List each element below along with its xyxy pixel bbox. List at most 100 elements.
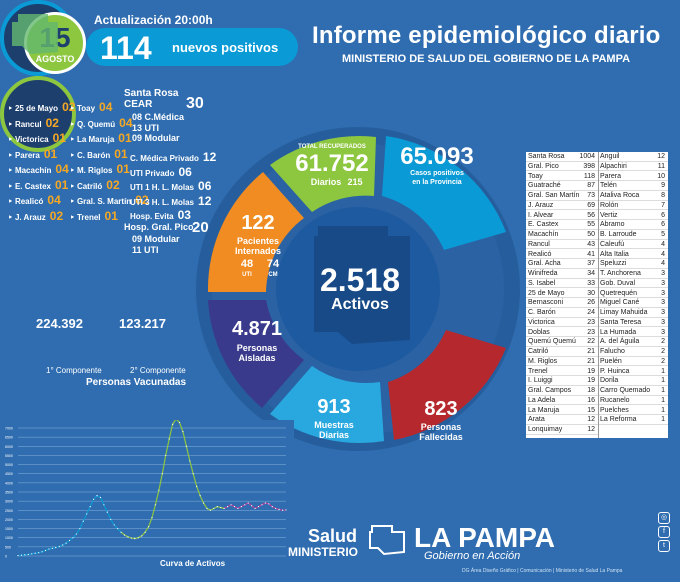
data-point [244,504,246,506]
table-row: Toay 118 [526,172,598,182]
interned-town-item: ‣ M. Riglos 01 [70,162,130,176]
twitter-icon[interactable]: t [658,540,670,552]
table-value: 26 [587,299,595,307]
town-name: ‣ Catriló [70,181,103,191]
deaths-count: 823 [424,398,458,420]
table-row: Victorica 23 [526,318,598,328]
table-row: Vertiz 6 [598,211,668,221]
cases-by-town-table: Santa Rosa 1004 Gral. Pico 398 Toay 118 Guatra… [526,152,668,438]
town-value: 02 [62,100,76,114]
data-point [161,473,163,475]
data-point [72,537,74,539]
data-point [261,504,263,506]
table-value: 3 [661,318,665,326]
data-point [213,507,215,510]
table-row: Dorila 1 [598,376,668,386]
table-value: 5 [661,231,665,238]
isolated-label-2: Aisladas [238,353,276,363]
y-tick-label: 0 [5,555,7,559]
table-town: Bernasconi [528,299,564,307]
table-town: J. Arauz [528,201,554,209]
positives-label-1: Casos positivos [410,170,464,177]
table-town: Speluzzi [600,260,627,268]
table-town: Gob. Duval [600,279,636,287]
table-town: Realicó [528,250,552,258]
data-point [206,507,208,510]
table-value: 1 [661,416,665,424]
samples-label-1: Muestras [314,420,354,430]
interned-town-item: ‣ Rancul 02 [8,116,59,130]
table-town: Quetrequén [600,289,637,297]
data-point [168,438,170,440]
new-positives-label: nuevos positivos [172,40,279,55]
table-value: 10 [657,172,665,180]
data-point [123,534,126,536]
facebook-icon[interactable]: f [658,526,670,538]
interned-town-item: ‣ Victorica 01 [8,131,66,145]
table-town: C. Barón [528,309,556,316]
active-label: Activos [331,296,389,313]
hospital-row: UTI Privado 06 [130,165,192,179]
hospital-cear-total: 30 [186,95,204,112]
table-town: Rancul [528,240,550,248]
interned-town-item: ‣ E. Castex 01 [8,178,68,192]
table-value: 2 [661,348,665,355]
data-point [41,551,43,553]
data-point [96,495,98,497]
hospital-cear: CEAR [124,99,153,110]
interned-town-item: ‣ Macachín 04 [8,162,69,176]
hospital-value: 06 [178,164,192,179]
recovered-daily-count: 215 [347,177,363,187]
table-row: Ataliva Roca 8 [598,191,668,201]
table-value: 1 [661,396,665,404]
table-row: Rucanelo 1 [598,396,668,406]
data-point [209,509,212,511]
la-pampa-map-icon [12,14,58,54]
table-town: Caleufú [600,240,625,248]
instagram-icon[interactable]: ◎ [658,512,670,524]
table-row: Puelén 2 [598,357,668,367]
town-value: 01 [43,146,58,161]
data-point [113,524,115,526]
table-row: Guatraché 87 [526,181,598,191]
data-point [223,507,225,510]
active-curve-chart: 7000650060005500500045004000350030002500… [4,420,294,570]
table-row: Arata 12 [526,415,598,425]
data-point [117,527,119,530]
town-value: 02 [49,208,64,223]
table-value: 69 [587,201,595,209]
table-value: 1 [661,406,665,414]
town-name: ‣ Q. Quemú [70,119,116,129]
data-point [79,527,81,530]
town-name: ‣ Victorica [8,135,49,144]
table-value: 4 [661,260,665,268]
table-town: Winifreda [528,270,558,277]
table-town: La Reforma [600,416,637,424]
table-value: 3 [661,328,665,336]
table-row: La Reforma 1 [598,415,668,425]
town-value: 01 [116,162,130,176]
data-point [254,507,256,510]
table-row: Carro Quemado 1 [598,386,668,396]
table-row: J. Arauz 69 [526,201,598,211]
y-tick-label: 1000 [5,536,13,540]
data-point [196,485,198,488]
table-row: Santa Rosa 1004 [526,152,598,162]
credits: DG Área Diseño Gráfico | Comunicación | … [462,568,623,574]
data-point [68,539,71,542]
data-point [86,513,88,515]
table-row: Winifreda 34 [526,269,598,279]
data-point [89,506,91,508]
table-row: Catriló 21 [526,347,598,357]
data-point [141,535,143,537]
table-row: Rancul 43 [526,240,598,250]
table-value: 3 [661,289,665,297]
table-row: Macachín 50 [526,230,598,240]
table-value: 55 [587,221,595,229]
table-town: La Maruja [528,406,560,414]
samples-count: 913 [317,396,351,418]
table-value: 18 [587,387,595,394]
interned-town-item: ‣ 25 de Mayo 02 [8,100,75,114]
data-point [92,498,95,500]
hospital-santa-rosa: Santa Rosa [124,88,179,99]
